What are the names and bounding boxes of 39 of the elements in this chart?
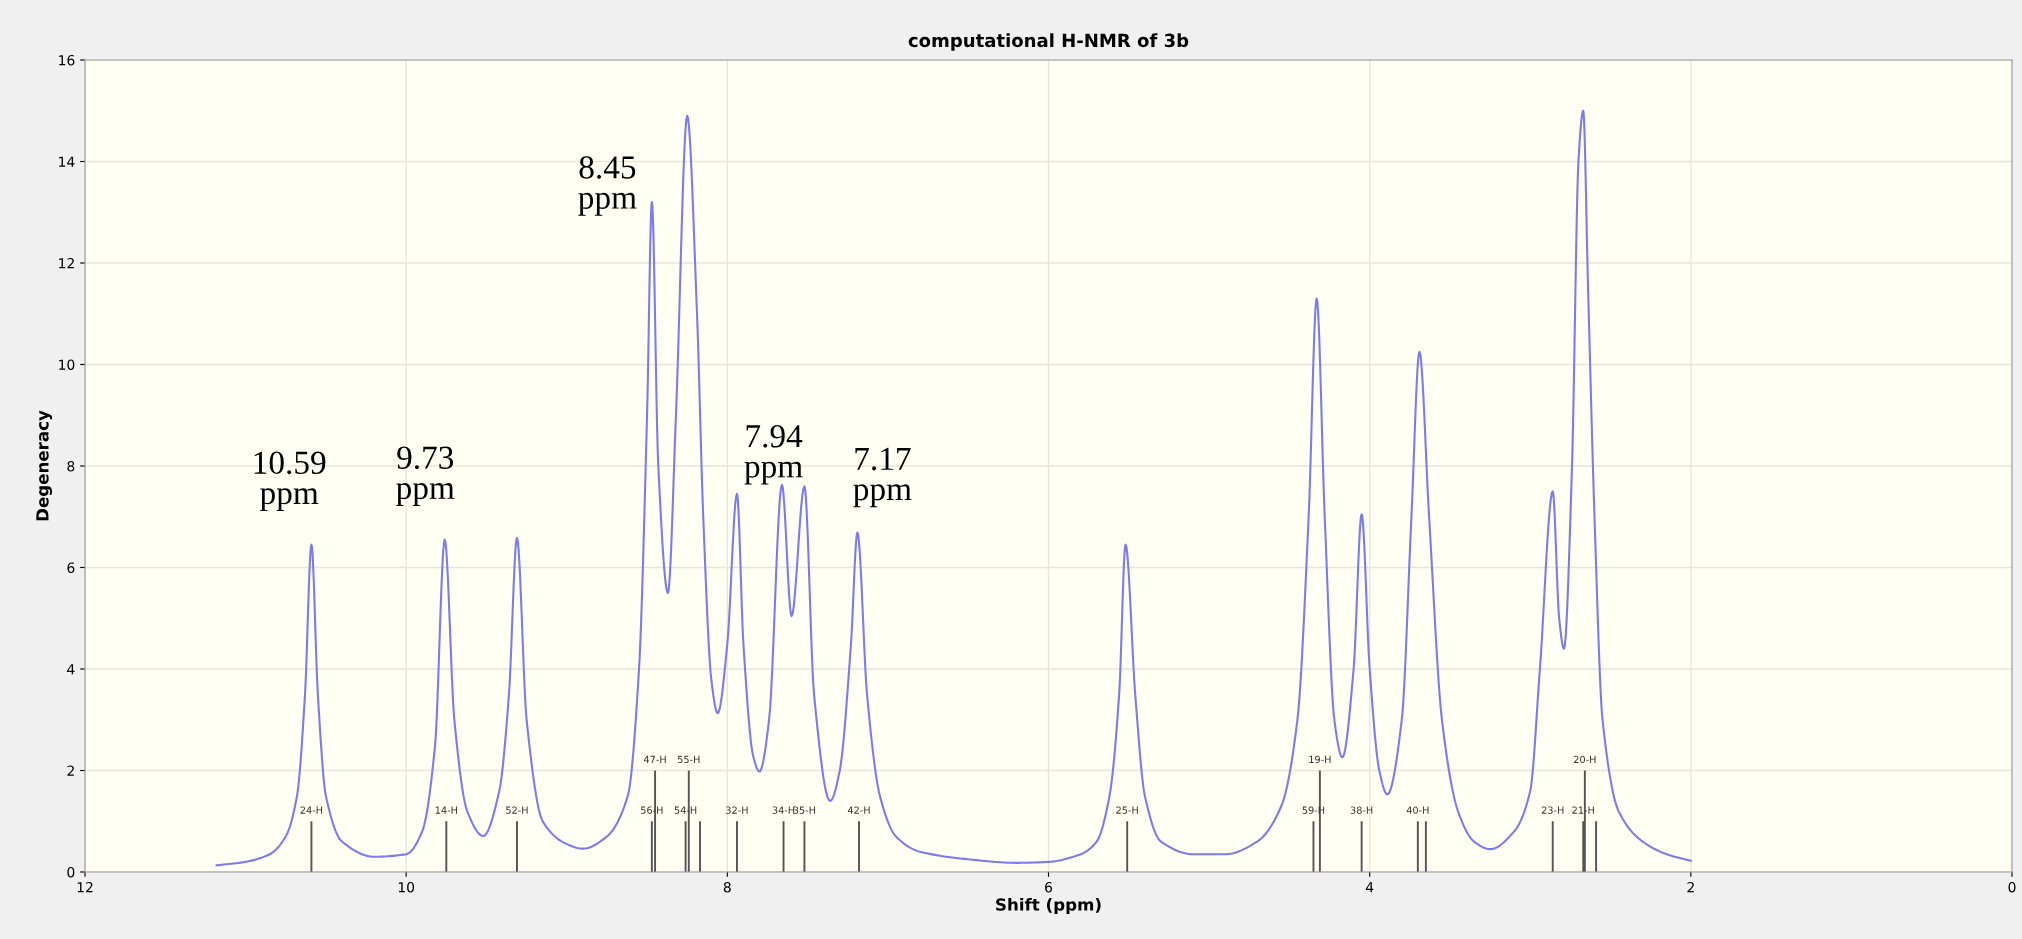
annotation: 42-H [847, 806, 870, 814]
annotation: 52-H [506, 806, 528, 814]
annotation: 23-H [1541, 806, 1564, 814]
annotation: 55-H [677, 755, 700, 764]
y-tick-label: 10 [59, 359, 75, 370]
annotation: 34-H [772, 806, 795, 814]
annotation: 19-H [1309, 755, 1331, 764]
y-tick-label: 16 [59, 54, 75, 66]
annotation: 47-H [643, 755, 666, 763]
y-tick-label: 14 [59, 156, 75, 167]
x-tick-label: 4 [1365, 882, 1374, 893]
y-tick-label: 2 [67, 765, 74, 776]
annotation: 20-H [1573, 755, 1596, 764]
annotation: 38-H [1350, 806, 1373, 814]
y-tick-label: 6 [67, 562, 75, 573]
y-tick-label: 8 [67, 460, 75, 472]
x-tick-label: 10 [398, 881, 415, 893]
annotation: 10.59 ppm [254, 451, 326, 511]
y-axis-title: Degeneracy [36, 410, 53, 521]
annotation: 25-H [1116, 806, 1138, 814]
x-tick-label: 8 [723, 881, 731, 893]
annotation: 40-H [1406, 806, 1429, 814]
annotation: 7.17 ppm [853, 447, 912, 508]
annotation: 7.94 ppm [744, 425, 803, 485]
chart-title: computational H-NMR of 3b [908, 33, 1189, 51]
annotation: 8.45 ppm [578, 156, 637, 216]
annotation: 9.73 ppm [396, 446, 455, 506]
y-tick-label: 0 [67, 866, 75, 878]
x-tick-label: 12 [77, 881, 93, 893]
annotation: 35-H [793, 806, 816, 814]
annotation: 14-H [435, 806, 457, 814]
y-tick-label: 4 [67, 664, 75, 675]
y-tick-label: 12 [59, 257, 74, 269]
x-tick-label: 0 [2008, 881, 2016, 893]
x-tick-label: 2 [1687, 881, 1694, 893]
annotation: 24-H [300, 806, 323, 814]
x-axis-title: Shift (ppm) [996, 897, 1101, 915]
annotation: 32-H [726, 806, 748, 814]
x-tick-label: 6 [1045, 881, 1053, 893]
